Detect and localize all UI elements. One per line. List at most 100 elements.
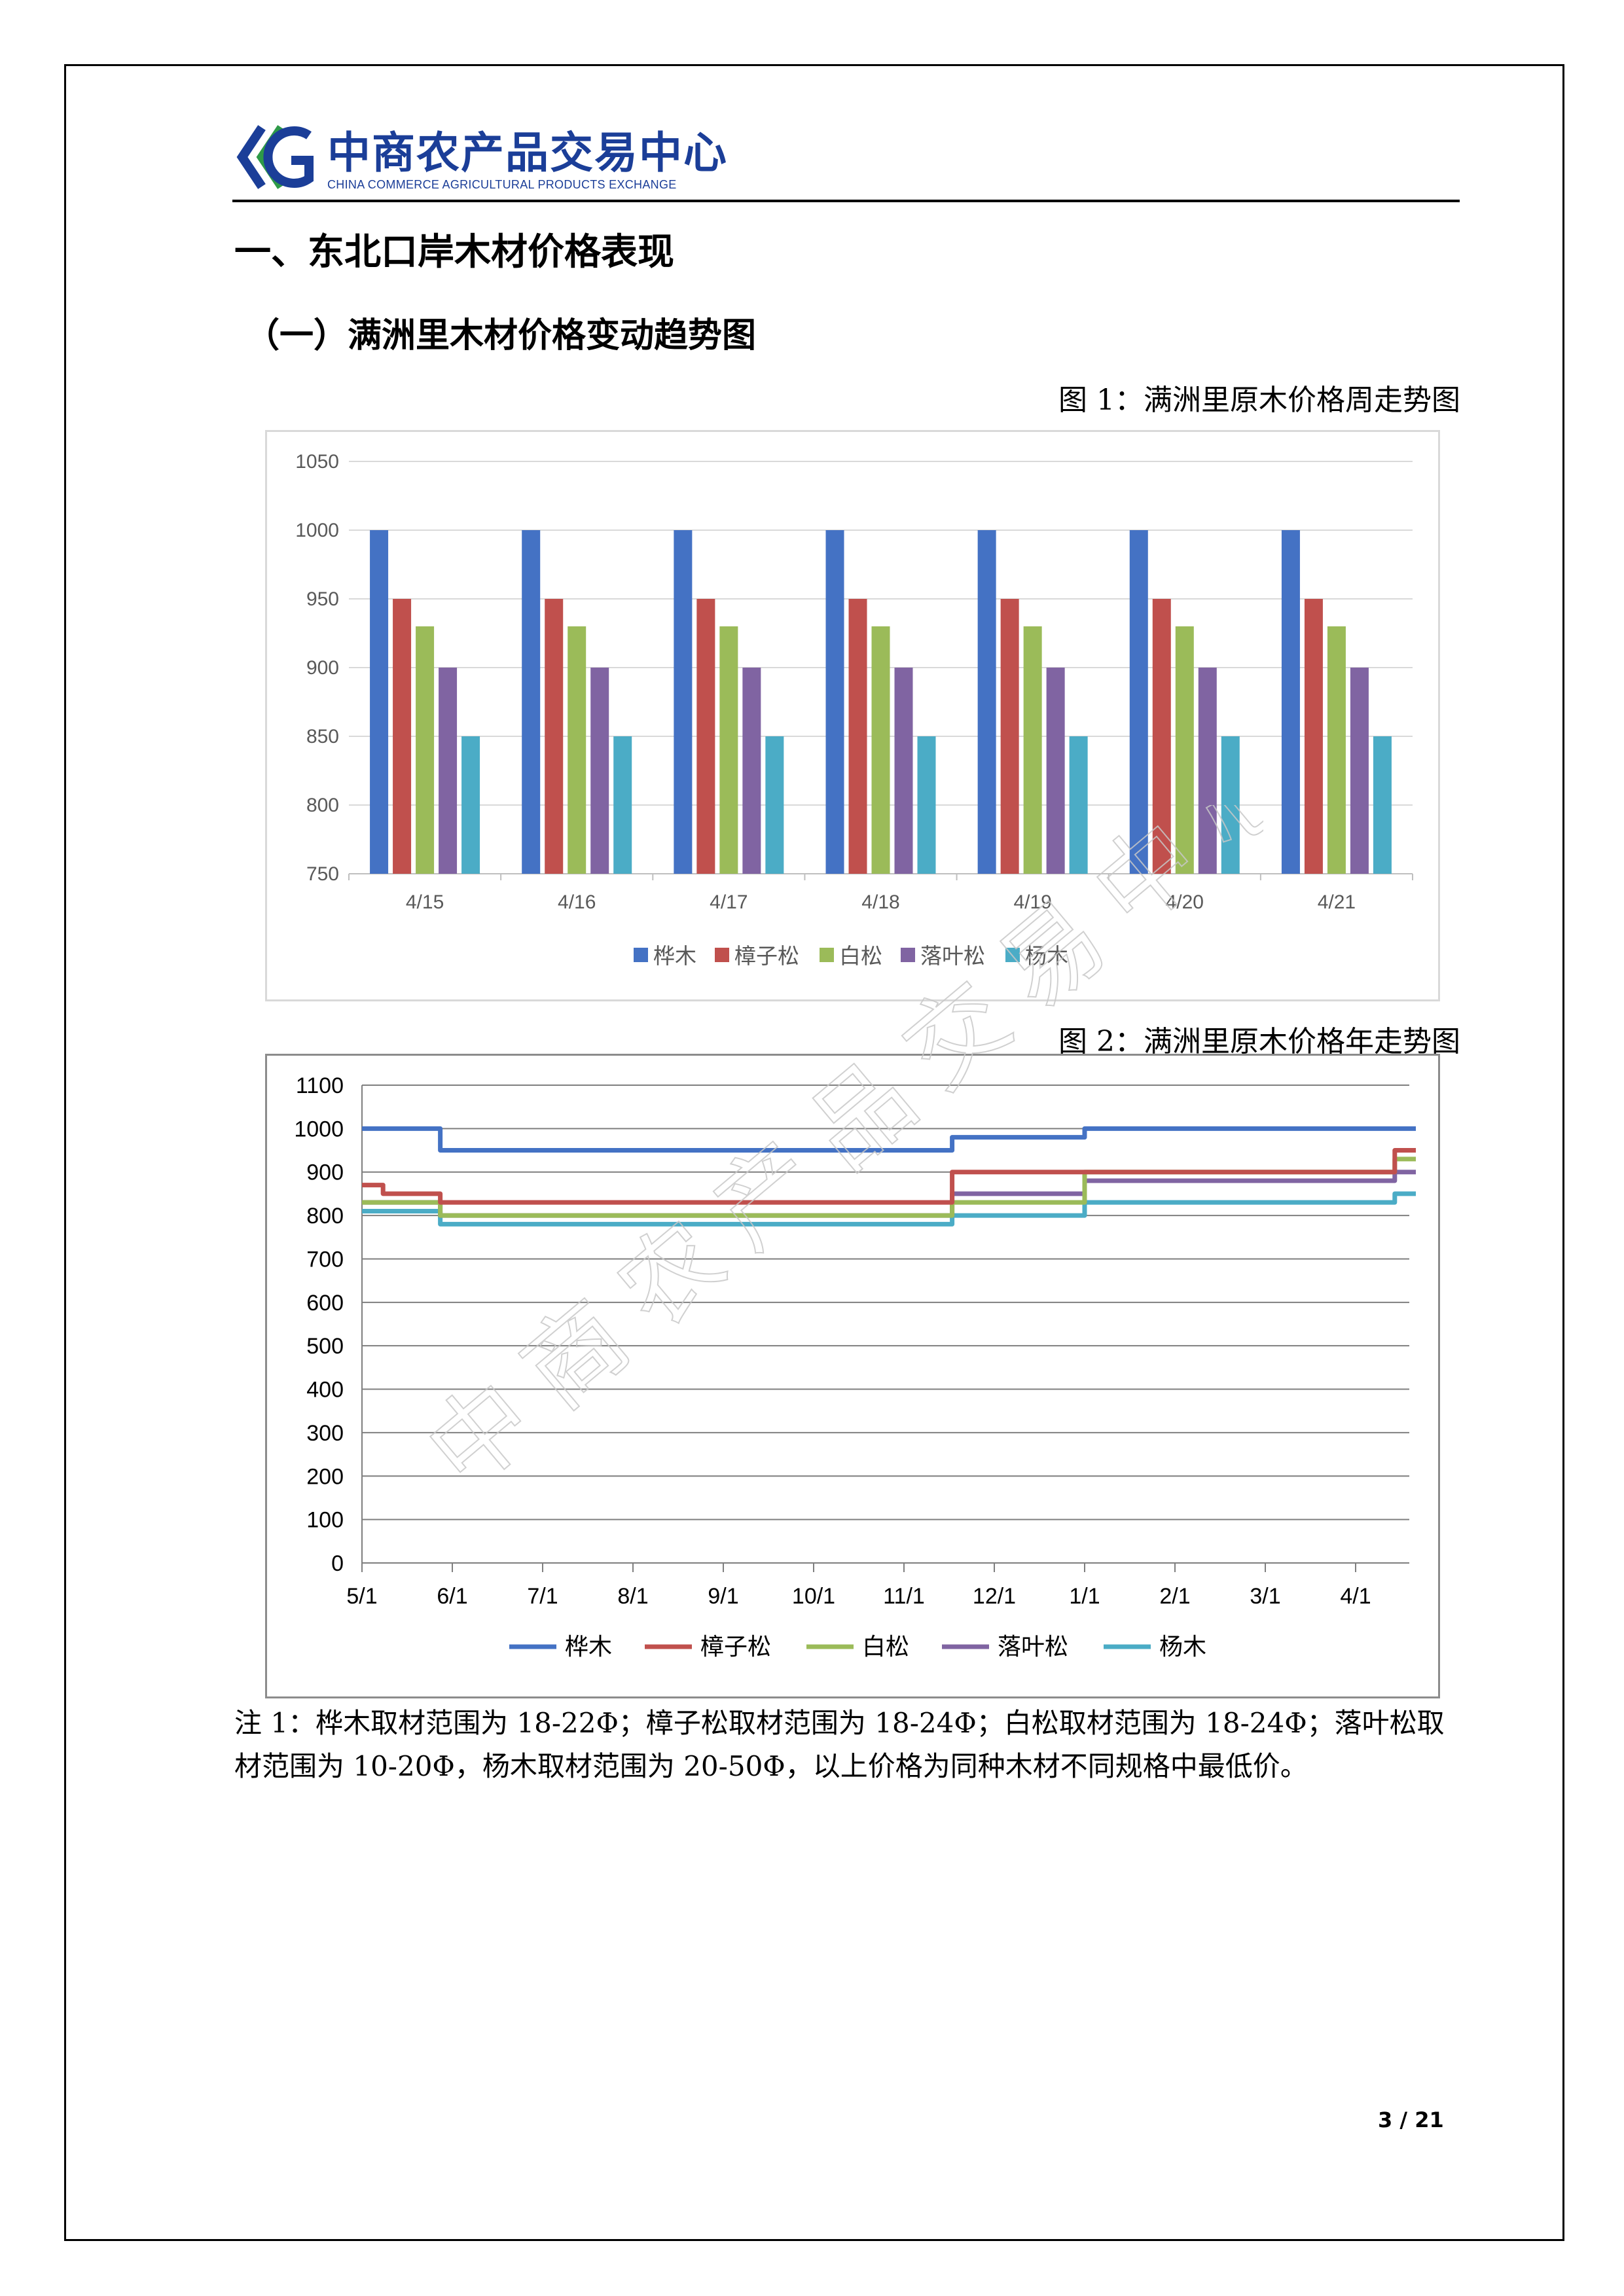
- x-tick-label: 4/16: [558, 891, 596, 913]
- bar: [1373, 736, 1392, 874]
- bar: [590, 668, 609, 874]
- series-line: [362, 1126, 1416, 1153]
- bar: [416, 626, 435, 874]
- y-tick-label: 950: [306, 588, 339, 610]
- x-tick-label: 6/1: [437, 1584, 467, 1609]
- brand-name-cn: 中商农产品交易中心: [327, 128, 728, 178]
- bar: [917, 736, 936, 874]
- x-tick-label: 4/18: [861, 891, 899, 913]
- x-tick-label: 12/1: [973, 1584, 1016, 1609]
- y-tick-label: 800: [306, 795, 339, 816]
- x-tick-label: 4/21: [1318, 891, 1356, 913]
- bar: [1350, 668, 1369, 874]
- bar: [825, 530, 844, 874]
- x-tick-label: 1/1: [1069, 1584, 1100, 1609]
- series-line: [362, 1148, 1416, 1205]
- bar: [696, 599, 715, 874]
- bar: [1152, 599, 1171, 874]
- x-tick-label: 3/1: [1250, 1584, 1280, 1609]
- bar: [1046, 668, 1065, 874]
- legend-swatch: [715, 948, 729, 962]
- bar: [674, 530, 693, 874]
- footnote: 注 1：桦木取材范围为 18-22Φ；樟子松取材范围为 18-24Φ；白松取材范…: [234, 1707, 1445, 1782]
- brand-logo: 中商农产品交易中心 CHINA COMMERCE AGRICULTURAL PR…: [236, 118, 727, 196]
- bar: [370, 530, 389, 874]
- figure2-caption: 图 2：满洲里原木价格年走势图: [1058, 1025, 1460, 1058]
- y-tick-label: 900: [306, 657, 339, 679]
- page-number: 3 / 21: [1378, 2108, 1444, 2132]
- legend-label: 白松: [862, 1634, 909, 1660]
- bar: [719, 626, 738, 874]
- x-tick-label: 4/19: [1013, 891, 1051, 913]
- y-tick-label: 800: [306, 1204, 344, 1229]
- series-line: [362, 1170, 1416, 1218]
- x-tick-label: 5/1: [346, 1584, 377, 1609]
- x-tick-label: 4/17: [710, 891, 748, 913]
- weekly-bar-chart-svg: 750 800 850 900 950 1000 1050 4/15 4/16 4/17 4/18 4…: [295, 451, 1413, 969]
- series-line: [362, 1157, 1416, 1218]
- legend-swatch: [1005, 948, 1020, 962]
- x-tick-label: 2/1: [1159, 1584, 1190, 1609]
- bar: [1175, 626, 1194, 874]
- y-tick-label: 300: [306, 1421, 344, 1446]
- x-tick-label: 11/1: [883, 1584, 925, 1609]
- legend-swatch: [820, 948, 834, 962]
- bar: [545, 599, 564, 874]
- annual-line-chart: 0 100 200 300 400 500 600 700 800 900 1000 1100 5/1 6…: [265, 1054, 1440, 1698]
- annual-line-chart-svg: 0 100 200 300 400 500 600 700 800 900 1000 1100 5/1 6…: [294, 1073, 1416, 1660]
- y-tick-label: 1000: [295, 520, 339, 541]
- bar: [848, 599, 867, 874]
- y-tick-label: 1100: [296, 1073, 344, 1098]
- x-tick-label: 9/1: [708, 1584, 738, 1609]
- series-line: [362, 1191, 1416, 1227]
- y-tick-label: 0: [331, 1551, 344, 1576]
- bar: [1327, 626, 1346, 874]
- bar: [1198, 668, 1217, 874]
- bar: [1221, 736, 1240, 874]
- y-tick-label: 1050: [295, 451, 339, 473]
- bar: [1000, 599, 1019, 874]
- y-tick-label: 600: [306, 1291, 344, 1316]
- x-tick-label: 4/20: [1166, 891, 1204, 913]
- weekly-bar-chart: 750 800 850 900 950 1000 1050 4/15 4/16 4/17 4/18 4…: [265, 430, 1440, 1001]
- y-tick-label: 900: [306, 1160, 344, 1185]
- bar: [1069, 736, 1088, 874]
- legend-label: 杨木: [1159, 1634, 1206, 1660]
- subsection-title: （一）满洲里木材价格变动趋势图: [245, 316, 757, 355]
- y-tick-label: 200: [306, 1464, 344, 1489]
- legend-swatch: [901, 948, 915, 962]
- x-tick-label: 7/1: [527, 1584, 558, 1609]
- legend-label: 白松: [839, 943, 882, 969]
- bar: [568, 626, 586, 874]
- legend-label: 桦木: [565, 1634, 612, 1660]
- section-title: 一、东北口岸木材价格表现: [234, 231, 674, 274]
- bar: [439, 668, 458, 874]
- brand-name-en: CHINA COMMERCE AGRICULTURAL PRODUCTS EXC…: [327, 178, 677, 191]
- bar: [613, 736, 632, 874]
- brand-logo-icon: [236, 125, 314, 189]
- x-tick-label: 8/1: [617, 1584, 648, 1609]
- legend-label: 桦木: [653, 943, 696, 969]
- legend-label: 杨木: [1025, 943, 1068, 969]
- y-tick-label: 100: [306, 1508, 344, 1533]
- header-rule: [232, 200, 1460, 202]
- y-tick-label: 400: [306, 1378, 344, 1403]
- bar: [977, 530, 996, 874]
- bar: [894, 668, 913, 874]
- bar: [765, 736, 784, 874]
- x-tick-label: 4/1: [1340, 1584, 1371, 1609]
- bar: [1304, 599, 1323, 874]
- legend-swatch: [634, 948, 648, 962]
- y-tick-label: 1000: [294, 1117, 344, 1141]
- y-tick-label: 500: [306, 1334, 344, 1359]
- figure1-caption: 图 1：满洲里原木价格周走势图: [1058, 384, 1460, 417]
- bar: [393, 599, 412, 874]
- legend-label: 樟子松: [700, 1634, 771, 1660]
- x-tick-label: 4/15: [406, 891, 444, 913]
- bar: [1023, 626, 1042, 874]
- bar: [742, 668, 761, 874]
- y-tick-label: 750: [306, 863, 339, 885]
- page-border: [64, 64, 1564, 2241]
- legend-label: 樟子松: [734, 943, 799, 969]
- x-tick-label: 10/1: [792, 1584, 835, 1609]
